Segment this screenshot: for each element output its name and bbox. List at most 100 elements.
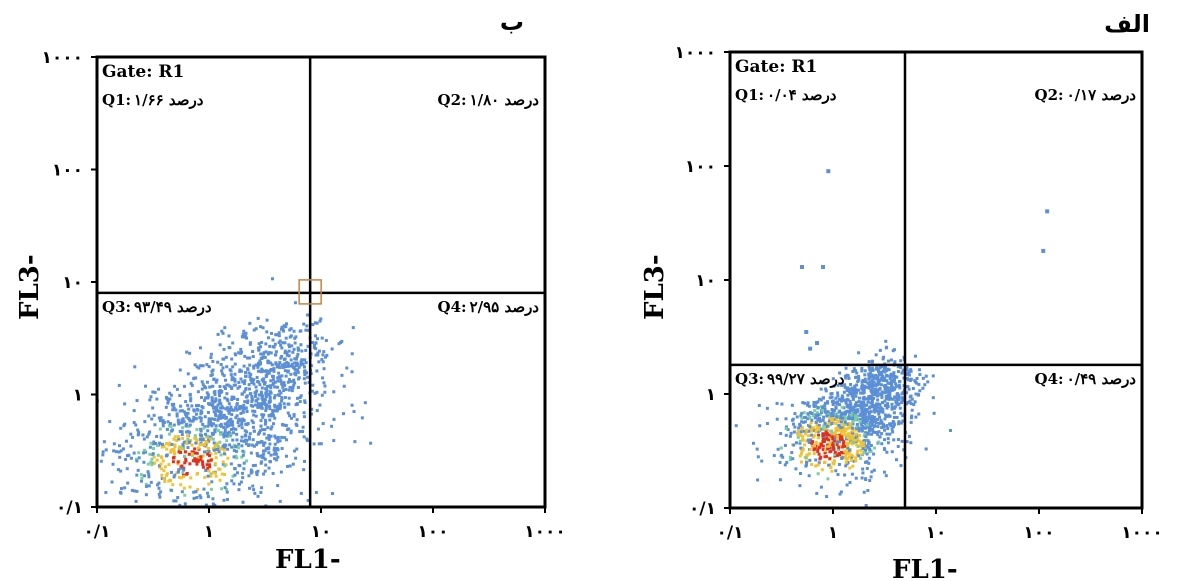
data-point: [886, 441, 890, 445]
data-point: [147, 432, 151, 436]
data-point: [807, 415, 811, 419]
data-point: [227, 334, 231, 338]
data-point: [194, 459, 198, 463]
data-point: [857, 400, 861, 404]
data-point: [882, 423, 886, 427]
data-point: [273, 385, 277, 389]
data-point: [870, 417, 874, 421]
data-point: [855, 408, 859, 412]
data-point: [234, 406, 238, 410]
data-point: [820, 468, 824, 472]
data-point: [808, 425, 812, 429]
data-point: [892, 387, 896, 391]
data-point: [191, 419, 195, 423]
data-point: [183, 454, 187, 458]
data-point: [259, 404, 263, 408]
data-point: [861, 421, 865, 425]
data-point: [827, 422, 831, 426]
data-point: [211, 437, 215, 441]
data-point: [272, 446, 276, 450]
data-point: [885, 379, 889, 383]
data-point: [877, 412, 881, 416]
data-point: [243, 370, 247, 374]
data-point: [836, 425, 840, 429]
data-point: [851, 397, 855, 401]
data-point: [832, 436, 836, 440]
data-point: [176, 418, 180, 422]
data-point: [269, 361, 273, 365]
data-point: [158, 495, 162, 499]
data-point: [865, 397, 869, 401]
data-point: [126, 481, 130, 485]
data-point: [310, 407, 314, 411]
data-point: [290, 344, 294, 348]
data-point: [870, 401, 874, 405]
data-point: [781, 455, 785, 459]
data-point: [819, 387, 823, 391]
data-point: [885, 424, 889, 428]
data-point: [150, 457, 154, 461]
data-point: [261, 415, 265, 419]
outlier-point: [815, 341, 820, 346]
data-point: [260, 367, 264, 371]
data-point: [839, 450, 843, 454]
data-point: [183, 502, 187, 506]
data-point: [131, 435, 135, 439]
data-point: [884, 397, 888, 401]
data-point: [353, 440, 357, 444]
data-point: [784, 427, 788, 431]
data-point: [252, 444, 256, 448]
data-point: [841, 426, 845, 430]
data-point: [167, 443, 171, 447]
data-point: [844, 460, 848, 464]
data-point: [882, 425, 886, 429]
data-point: [287, 354, 291, 358]
data-point: [269, 368, 273, 372]
data-point: [891, 419, 895, 423]
data-point: [304, 361, 308, 365]
data-point: [859, 391, 863, 395]
data-point: [99, 459, 103, 463]
data-point: [152, 440, 156, 444]
data-point: [179, 483, 183, 487]
data-point: [894, 382, 898, 386]
data-point: [199, 455, 203, 459]
data-point: [277, 375, 281, 379]
data-point: [867, 386, 871, 390]
y-tick-label: ۰/۱: [689, 499, 716, 519]
data-point: [278, 407, 282, 411]
data-point: [880, 393, 884, 397]
data-point: [917, 368, 921, 372]
data-point: [924, 447, 928, 451]
data-point: [856, 374, 860, 378]
data-point: [157, 486, 161, 490]
x-tick-label: ۱: [828, 523, 838, 543]
data-point: [153, 390, 157, 394]
data-point: [188, 419, 192, 423]
data-point: [260, 386, 264, 390]
data-point: [187, 407, 191, 411]
data-point: [810, 433, 814, 437]
data-point: [216, 448, 220, 452]
data-point: [865, 423, 869, 427]
data-point: [188, 440, 192, 444]
data-point: [242, 382, 246, 386]
data-point: [208, 437, 212, 441]
data-point: [279, 356, 283, 360]
data-point: [251, 464, 255, 468]
data-point: [836, 419, 840, 423]
data-point: [237, 446, 241, 450]
data-point: [850, 412, 854, 416]
data-point: [880, 390, 884, 394]
data-point: [201, 465, 205, 469]
data-point: [184, 400, 188, 404]
data-point: [330, 347, 334, 351]
data-point: [172, 437, 176, 441]
data-point: [807, 440, 811, 444]
data-point: [289, 372, 293, 376]
data-point: [198, 438, 202, 442]
data-point: [211, 401, 215, 405]
outlier-point: [821, 265, 826, 270]
data-point: [291, 462, 295, 466]
data-point: [108, 420, 112, 424]
